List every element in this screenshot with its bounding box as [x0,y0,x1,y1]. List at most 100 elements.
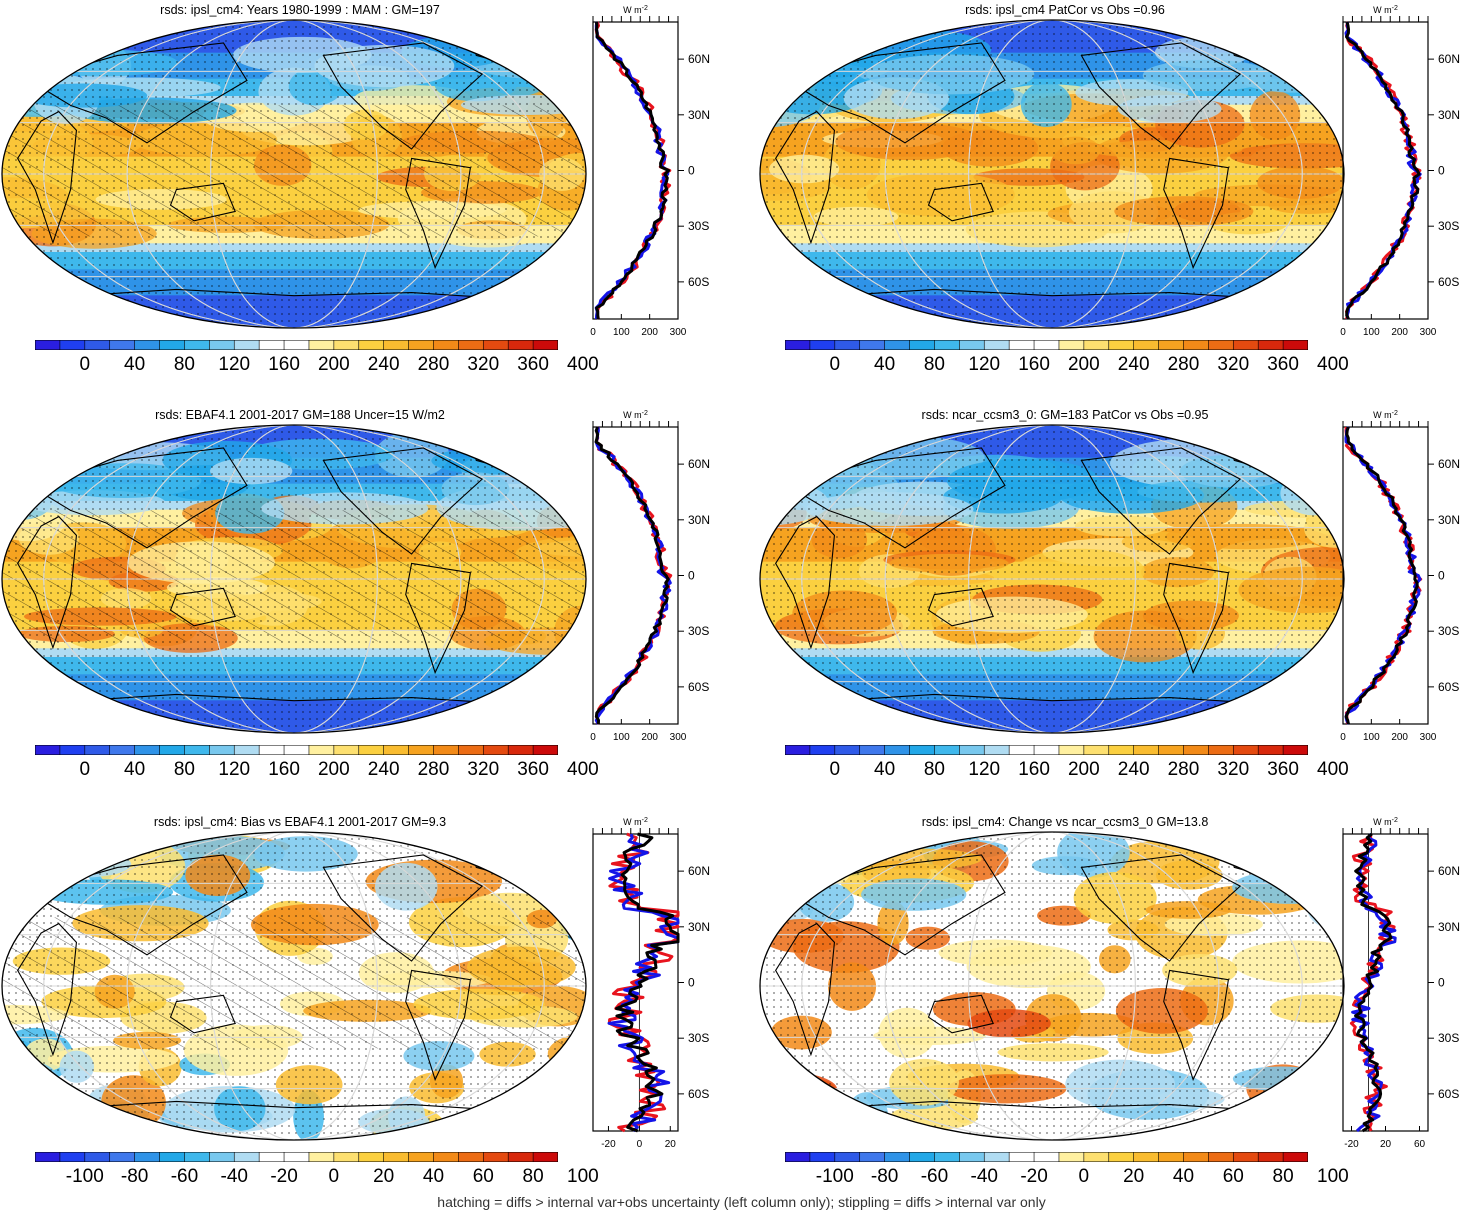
colorbar-label: 400 [567,759,599,780]
zonal-ytick-label: 30S [1438,624,1459,638]
zonal-ytick-label: 60S [688,680,709,694]
zonal-xtick-label: 0 [590,327,596,338]
map-panel: rsds: ncar_ccsm3_0: GM=183 PatCor vs Obs… [750,405,1483,800]
colorbar-swatch [1208,1152,1235,1162]
colorbar-swatch [859,745,886,755]
colorbar-swatch [358,340,385,350]
zonal-xtick-label: 100 [1363,732,1380,743]
panel-title: rsds: ipsl_cm4: Change vs ncar_ccsm3_0 G… [921,815,1209,829]
coastline [927,587,994,627]
robinson-map [1,424,587,734]
zonal-ytick-label: 60N [688,864,710,878]
colorbar-labels: 0 40 80 120 160 200 240 280 320 360 400 [35,354,599,378]
colorbar-labels: -100 -80 -60 -40 -20 0 20 40 60 80 100 [785,1166,1349,1190]
zonal-ytick-label: 30N [688,920,710,934]
zonal-ytick-label: 30N [1438,920,1460,934]
colorbar-swatch [35,745,61,755]
graticule-lon [210,832,378,1140]
colorbar-swatch [184,1152,211,1162]
zonal-ytick-label: 60N [1438,457,1460,471]
colorbar-swatch [1158,745,1185,755]
colorbar-swatch [959,1152,986,1162]
colorbar-label: 40 [124,354,146,375]
colorbar-swatch [1008,340,1035,350]
coastline [774,922,836,1057]
coastline [1080,42,1242,150]
coastline [405,562,472,675]
graticule-lon [126,425,462,733]
colorbar-swatch [532,1152,558,1162]
colorbar [35,340,558,350]
graticule-lon [884,20,1220,328]
coastline [787,288,1317,303]
graticule-lon [968,20,1136,328]
zonal-ytick-label: 60S [1438,1087,1459,1101]
zonal-xtick-label: 0 [1340,327,1346,338]
map-panel: rsds: ipsl_cm4: Bias vs EBAF4.1 2001-201… [0,812,733,1207]
map-panel: rsds: EBAF4.1 2001-2017 GM=188 Uncer=15 … [0,405,733,800]
colorbar-label: 400 [567,354,599,375]
graticule-lon [884,832,1220,1140]
colorbar-label: -40 [970,1166,998,1187]
colorbar-swatch [809,745,836,755]
colorbar-swatch [1008,745,1035,755]
hatching [2,917,586,1049]
zonal-xtick-label: 300 [670,732,687,743]
colorbar-swatch [507,1152,534,1162]
colorbar-swatch [383,1152,410,1162]
colorbar-label: 60 [1222,1166,1244,1187]
colorbar-swatch [59,340,86,350]
graticule-lon [801,20,1303,328]
colorbar-label: 320 [467,759,500,780]
zonal-mean-plot: W m-2 60N 30N 0 30S 60S 0 100 200 300 [590,5,710,339]
colorbar-label: -20 [270,1166,298,1187]
coastline [28,447,248,549]
zonal-mean-line [1345,21,1421,320]
colorbar-swatch [59,1152,86,1162]
coastline [927,994,994,1034]
zonal-ytick-label: 0 [688,976,695,990]
colorbar-swatch [909,1152,936,1162]
colorbar-label: 120 [968,354,1001,375]
zonal-mean-plot: W m-2 60N 30N 0 30S 60S 0 100 200 300 [1340,410,1460,744]
zonal-ytick-label: 30S [688,219,709,233]
graticule-lon [43,20,545,328]
coastline [1080,447,1242,555]
colorbar-swatch [809,340,836,350]
zonal-mean-plot: W m-2 60N 30N 0 30S 60S 0 100 200 300 [590,410,710,744]
coastline [927,182,994,222]
colorbar-swatch [35,1152,61,1162]
zonal-mean-line [615,832,680,1133]
zonal-ytick-label: 30N [1438,513,1460,527]
colorbar-swatch [84,1152,111,1162]
zonal-unit-exp: -2 [1392,817,1398,824]
colorbar-swatch [1083,745,1110,755]
colorbar-label: -20 [1020,1166,1048,1187]
colorbar-swatch [859,340,886,350]
colorbar-swatch [482,1152,509,1162]
colorbar-label: 60 [472,1166,494,1187]
zonal-ytick-label: 0 [688,569,695,583]
coastline [29,1100,559,1115]
panel-title: rsds: EBAF4.1 2001-2017 GM=188 Uncer=15 … [155,408,445,422]
colorbar-swatch [532,745,558,755]
coastline [28,854,248,956]
hatching [2,105,586,237]
colorbar-label: 0 [829,759,841,780]
colorbar-swatch [333,1152,360,1162]
zonal-mean-line [1344,426,1422,725]
colorbar-swatch [458,745,485,755]
colorbar-label: 360 [1267,759,1299,780]
coastline [774,110,836,245]
coastline [29,693,559,708]
colorbar-swatch [134,745,161,755]
colorbar-swatch [532,340,558,350]
colorbar-swatch [383,745,410,755]
map-outline [759,831,1345,1141]
colorbar-swatch [1133,340,1160,350]
colorbar-label: 360 [1267,354,1299,375]
colorbar-label: -40 [220,1166,248,1187]
colorbar-swatch [1208,340,1235,350]
colorbar-swatch [1282,340,1308,350]
coastline [787,693,1317,708]
